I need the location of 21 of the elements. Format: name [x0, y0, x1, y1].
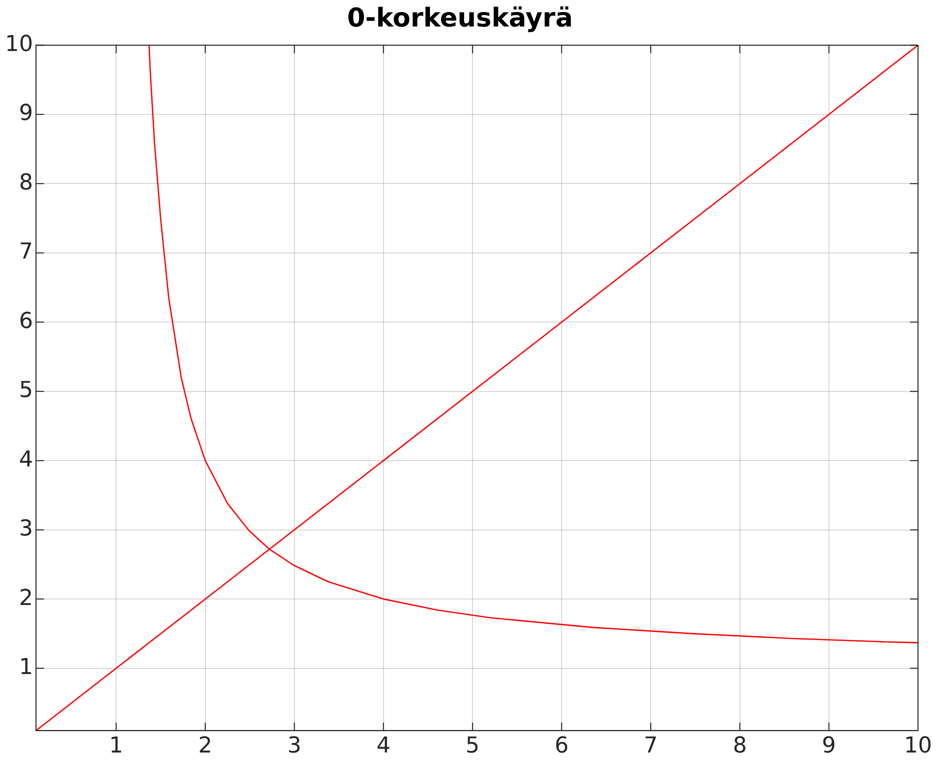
- y-tick-label: 6: [18, 308, 33, 334]
- x-tick-label: 10: [904, 734, 932, 759]
- y-tick-label: 8: [18, 170, 33, 196]
- y-tick-label: 1: [18, 655, 33, 680]
- x-tick-label: 5: [466, 734, 480, 759]
- x-tick-label: 1: [109, 734, 124, 759]
- y-tick-label: 5: [18, 378, 33, 404]
- x-tick-label: 8: [732, 734, 747, 759]
- y-tick-label: 4: [18, 447, 33, 472]
- chart-title: 0-korkeuskäyrä: [347, 3, 573, 34]
- y-tick-label: 7: [18, 240, 33, 265]
- x-tick-label: 7: [644, 734, 658, 759]
- y-tick-label: 10: [4, 32, 33, 57]
- x-tick-label: 4: [376, 734, 390, 759]
- x-tick-label: 9: [822, 734, 836, 759]
- y-tick-label: 9: [18, 101, 33, 126]
- y-tick-label: 3: [18, 516, 33, 542]
- x-tick-label: 3: [287, 734, 302, 759]
- x-tick-label: 2: [198, 734, 212, 759]
- x-tick-label: 6: [554, 734, 569, 759]
- y-tick-label: 2: [18, 586, 33, 611]
